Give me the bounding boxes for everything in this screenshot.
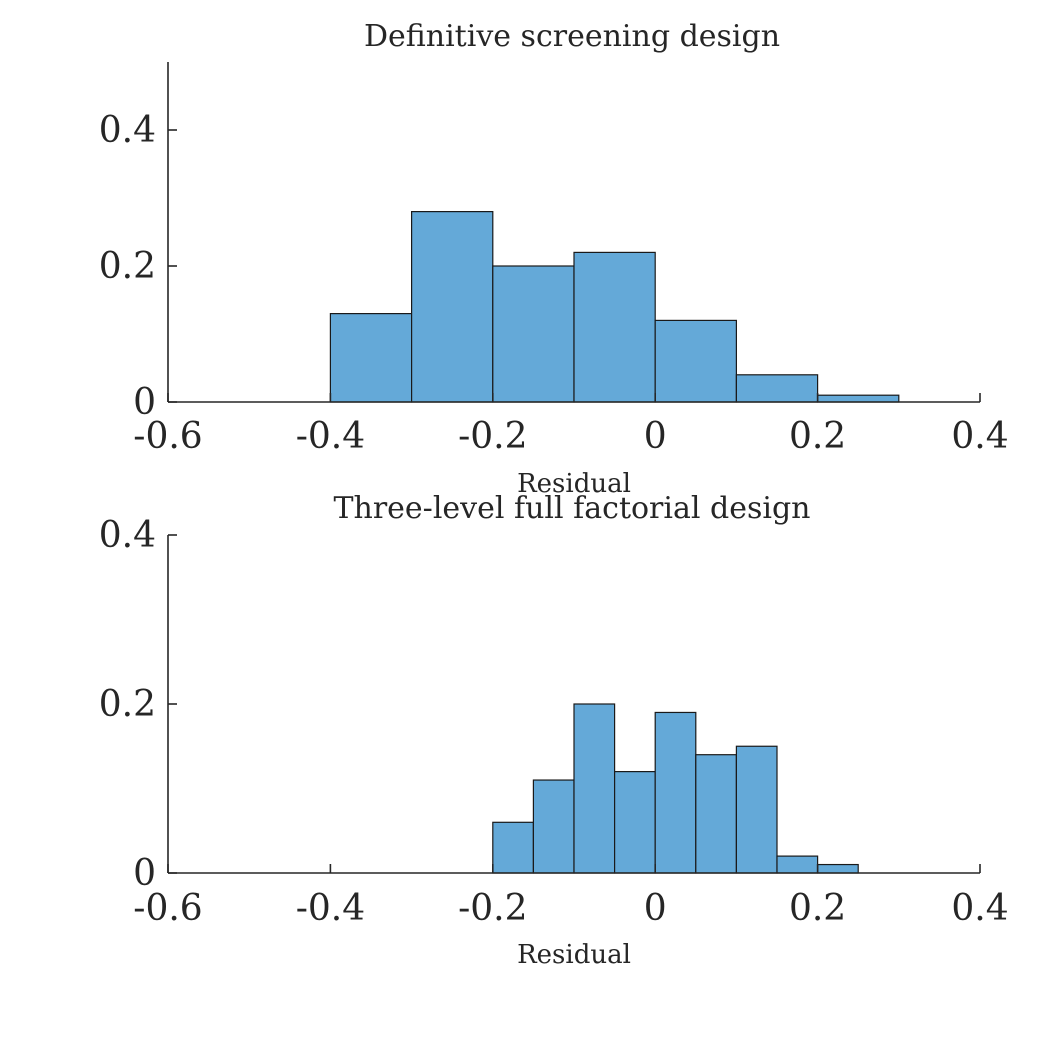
x-axis-label: Residual: [517, 469, 631, 499]
histogram-bar: [776, 855, 819, 874]
x-axis-label: Residual: [517, 940, 631, 970]
y-tick-label: 0.4: [99, 110, 156, 151]
histogram-bar: [411, 211, 494, 403]
histogram-bar: [735, 745, 778, 874]
histogram-bar: [492, 265, 575, 403]
histogram-bar: [329, 313, 413, 403]
histogram-bar: [532, 779, 575, 874]
x-tick-label: -0.6: [133, 888, 202, 929]
x-tick-label: 0.4: [951, 416, 1008, 457]
histogram-bar: [654, 319, 738, 403]
y-tick-label: 0.2: [99, 684, 156, 725]
histogram-bar: [816, 394, 900, 403]
histogram-bar: [735, 374, 819, 403]
x-tick-label: -0.4: [296, 888, 365, 929]
histogram-bar: [492, 821, 534, 874]
chart-title: Three-level full factorial design: [334, 491, 811, 526]
x-tick-label: 0.4: [951, 888, 1008, 929]
x-tick-label: -0.2: [458, 416, 527, 457]
histogram-bar: [613, 770, 656, 874]
chart-title: Definitive screening design: [364, 19, 780, 54]
y-tick-label: 0.2: [99, 246, 156, 287]
histogram-bar: [654, 711, 697, 874]
x-tick-label: -0.4: [296, 416, 365, 457]
y-tick-label: 0: [133, 382, 156, 423]
x-tick-label: -0.6: [133, 416, 202, 457]
y-tick-label: 0.4: [99, 515, 156, 556]
x-tick-label: 0.2: [789, 416, 846, 457]
y-tick-label: 0: [133, 853, 156, 894]
x-tick-label: -0.2: [458, 888, 527, 929]
x-tick-label: 0: [644, 416, 667, 457]
histogram-bar: [695, 754, 737, 874]
x-tick-label: 0: [644, 888, 667, 929]
histogram-bar: [573, 251, 656, 403]
histogram-bar: [573, 703, 616, 874]
histogram-bar: [816, 863, 859, 874]
x-tick-label: 0.2: [789, 888, 846, 929]
